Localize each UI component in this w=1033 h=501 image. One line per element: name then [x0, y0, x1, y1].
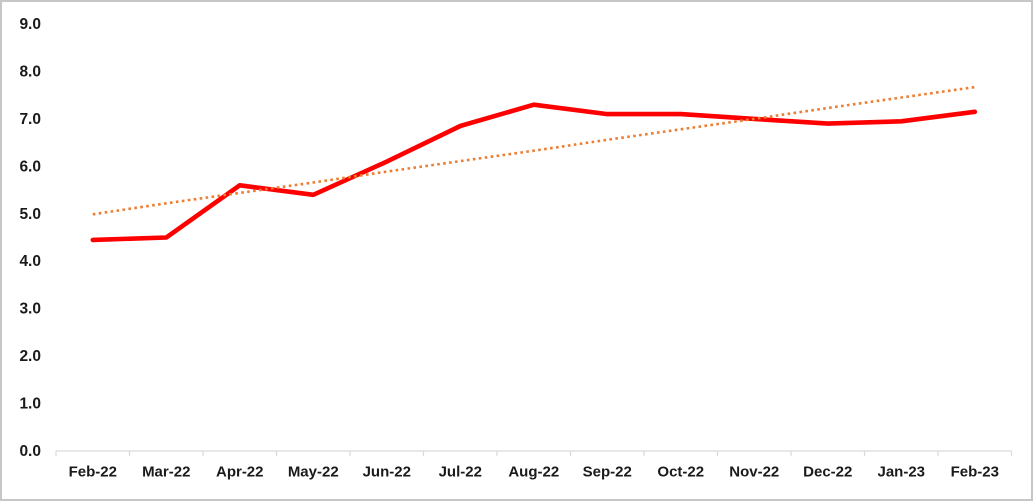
y-axis-tick-label: 5.0 [19, 206, 41, 223]
y-axis-tick-label: 3.0 [19, 301, 41, 318]
y-axis-tick-label: 8.0 [19, 63, 41, 80]
x-axis-tick-label: Feb-23 [951, 464, 999, 481]
x-axis-tick-label: May-22 [288, 464, 339, 481]
x-axis-tick-label: Jan-23 [877, 464, 925, 481]
x-axis-tick-label: Feb-22 [69, 464, 117, 481]
x-axis-tick-label: Jun-22 [363, 464, 411, 481]
y-axis-tick-label: 7.0 [19, 111, 41, 128]
x-axis-tick-label: Sep-22 [583, 464, 632, 481]
x-axis-tick-label: Apr-22 [216, 464, 264, 481]
linear-trendline-series [92, 85, 975, 216]
y-axis-tick-label: 4.0 [19, 253, 41, 270]
x-axis-tick-label: Mar-22 [142, 464, 190, 481]
y-axis-tick-label: 0.0 [19, 443, 41, 460]
x-axis-tick-label: Nov-22 [729, 464, 779, 481]
y-axis-tick-label: 1.0 [19, 396, 41, 413]
y-axis-tick-label: 9.0 [19, 16, 41, 33]
x-axis-tick-label: Aug-22 [508, 464, 559, 481]
x-axis-tick-label: Dec-22 [803, 464, 852, 481]
x-axis-tick-label: Jul-22 [439, 464, 482, 481]
y-axis-tick-label: 6.0 [19, 158, 41, 175]
x-axis-tick-label: Oct-22 [657, 464, 704, 481]
y-axis-tick-label: 2.0 [19, 348, 41, 365]
actual-values-series [90, 102, 978, 243]
